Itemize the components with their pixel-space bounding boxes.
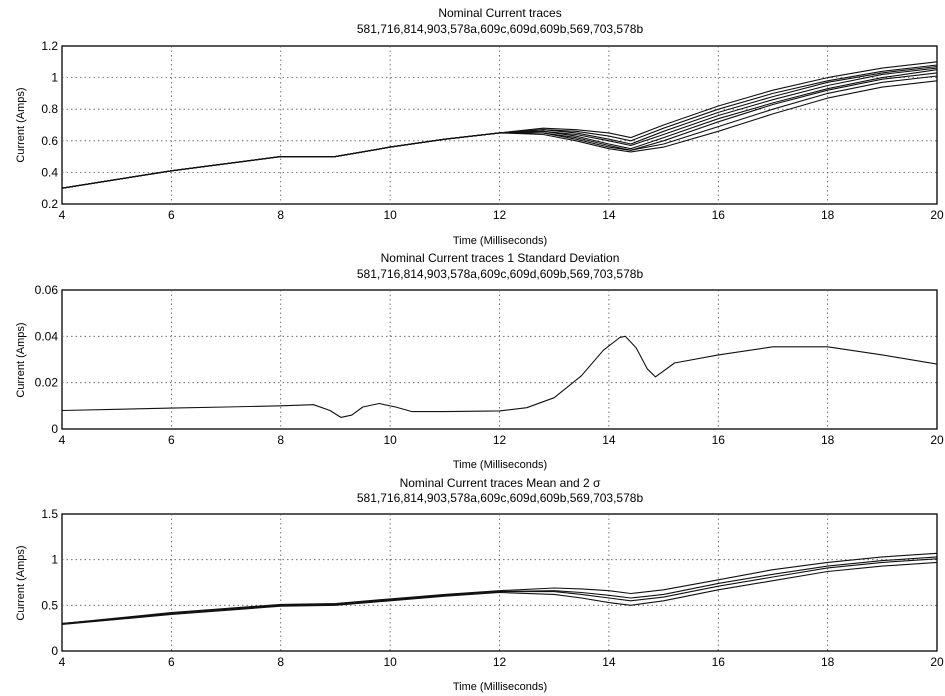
panel-2-y-tick-labels: 0 0.02 0.04 0.06	[35, 283, 59, 436]
panel-2-x-tick-label: 8	[277, 433, 284, 447]
panel-1-x-tick-label: 8	[277, 208, 284, 222]
panel-2-series-group	[61, 335, 938, 418]
panel-1-x-tick-label: 20	[930, 208, 944, 222]
panel-1-x-tick-label: 14	[602, 208, 616, 222]
panel-1-y-axis-label: Current (Amps)	[15, 87, 27, 162]
panel-3-series-line	[61, 558, 938, 625]
panel-3-x-tick-label: 18	[821, 655, 835, 669]
panel-2-x-tick-label: 4	[59, 433, 66, 447]
panel-1-y-tick-label: 0.6	[41, 134, 58, 148]
panel-2-x-tick-label: 20	[930, 433, 944, 447]
panel-3-x-tick-label: 6	[168, 655, 175, 669]
panel-2-x-tick-label: 10	[383, 433, 397, 447]
panel-3-x-tick-label: 12	[493, 655, 507, 669]
panel-3-x-tick-label: 8	[277, 655, 284, 669]
panel-2-x-tick-label: 6	[168, 433, 175, 447]
panel-1-x-tick-labels: 4 6 8 10 12 14 16 18 20	[59, 208, 944, 222]
panel-3-title: Nominal Current traces Mean and 2 σ	[400, 476, 601, 490]
panel-1-y-tick-label: 0.2	[41, 197, 58, 211]
panel-2-series-line	[61, 335, 938, 418]
panel-1-y-tick-labels: 0.2 0.4 0.6 0.8 1 1.2	[41, 39, 58, 211]
panel-2-x-tick-label: 14	[602, 433, 616, 447]
panel-1: Nominal Current traces 581,716,814,903,5…	[15, 6, 944, 247]
panel-2-y-tick-label: 0.02	[35, 376, 59, 390]
panel-1-series-line	[61, 80, 938, 189]
panel-1-x-tick-label: 6	[168, 208, 175, 222]
panel-1-y-tick-label: 1	[51, 71, 58, 85]
panel-2-x-tick-label: 18	[821, 433, 835, 447]
panel-3-series-group	[61, 552, 938, 626]
panel-2-y-axis-label: Current (Amps)	[15, 322, 27, 397]
panel-1-title: Nominal Current traces	[438, 6, 561, 20]
panel-2-x-tick-label: 16	[712, 433, 726, 447]
panel-1-x-tick-label: 16	[712, 208, 726, 222]
panel-2-grid	[62, 290, 937, 429]
panel-1-x-axis-label: Time (Milliseconds)	[453, 235, 547, 247]
panel-1-grid	[62, 46, 937, 204]
panel-3-y-tick-label: 1	[51, 553, 58, 567]
panel-1-y-tick-label: 0.4	[41, 165, 58, 179]
panel-2-y-tick-label: 0	[51, 422, 58, 436]
panel-2: Nominal Current traces 1 Standard Deviat…	[15, 251, 944, 471]
panel-3-series-line	[61, 552, 938, 625]
panel-3-y-tick-labels: 0 0.5 1 1.5	[41, 507, 58, 658]
panel-3-subtitle: 581,716,814,903,578a,609c,609d,609b,569,…	[357, 491, 644, 505]
panel-3-x-tick-label: 10	[383, 655, 397, 669]
panel-3-y-tick-label: 0.5	[41, 598, 58, 612]
panel-1-x-tick-label: 12	[493, 208, 507, 222]
panel-3-x-tick-labels: 4 6 8 10 12 14 16 18 20	[59, 655, 944, 669]
panel-2-x-tick-label: 12	[493, 433, 507, 447]
panel-3-y-tick-label: 1.5	[41, 507, 58, 521]
panel-1-subtitle: 581,716,814,903,578a,609c,609d,609b,569,…	[357, 22, 644, 36]
panel-3-x-tick-label: 16	[712, 655, 726, 669]
panel-2-y-tick-label: 0.04	[35, 329, 59, 343]
panel-3-y-axis-label: Current (Amps)	[15, 545, 27, 620]
panel-1-x-tick-label: 10	[383, 208, 397, 222]
panel-2-x-tick-labels: 4 6 8 10 12 14 16 18 20	[59, 433, 944, 447]
panel-3-grid	[62, 514, 937, 651]
panel-1-x-tick-label: 4	[59, 208, 66, 222]
panel-3-x-tick-label: 20	[930, 655, 944, 669]
panel-2-subtitle: 581,716,814,903,578a,609c,609d,609b,569,…	[357, 267, 644, 281]
panel-1-y-tick-label: 1.2	[41, 39, 58, 53]
panel-2-y-tick-label: 0.06	[35, 283, 59, 297]
panel-3-x-axis-label: Time (Milliseconds)	[453, 681, 547, 693]
panel-1-series-group	[61, 61, 938, 189]
panel-3-x-tick-label: 14	[602, 655, 616, 669]
panel-3: Nominal Current traces Mean and 2 σ 581,…	[15, 476, 944, 693]
panel-3-y-tick-label: 0	[51, 644, 58, 658]
panel-3-series-line	[61, 561, 938, 626]
panel-3-x-tick-label: 4	[59, 655, 66, 669]
panel-1-x-tick-label: 18	[821, 208, 835, 222]
panel-2-x-axis-label: Time (Milliseconds)	[453, 459, 547, 471]
panel-2-title: Nominal Current traces 1 Standard Deviat…	[381, 251, 620, 265]
panel-1-y-tick-label: 0.8	[41, 102, 58, 116]
